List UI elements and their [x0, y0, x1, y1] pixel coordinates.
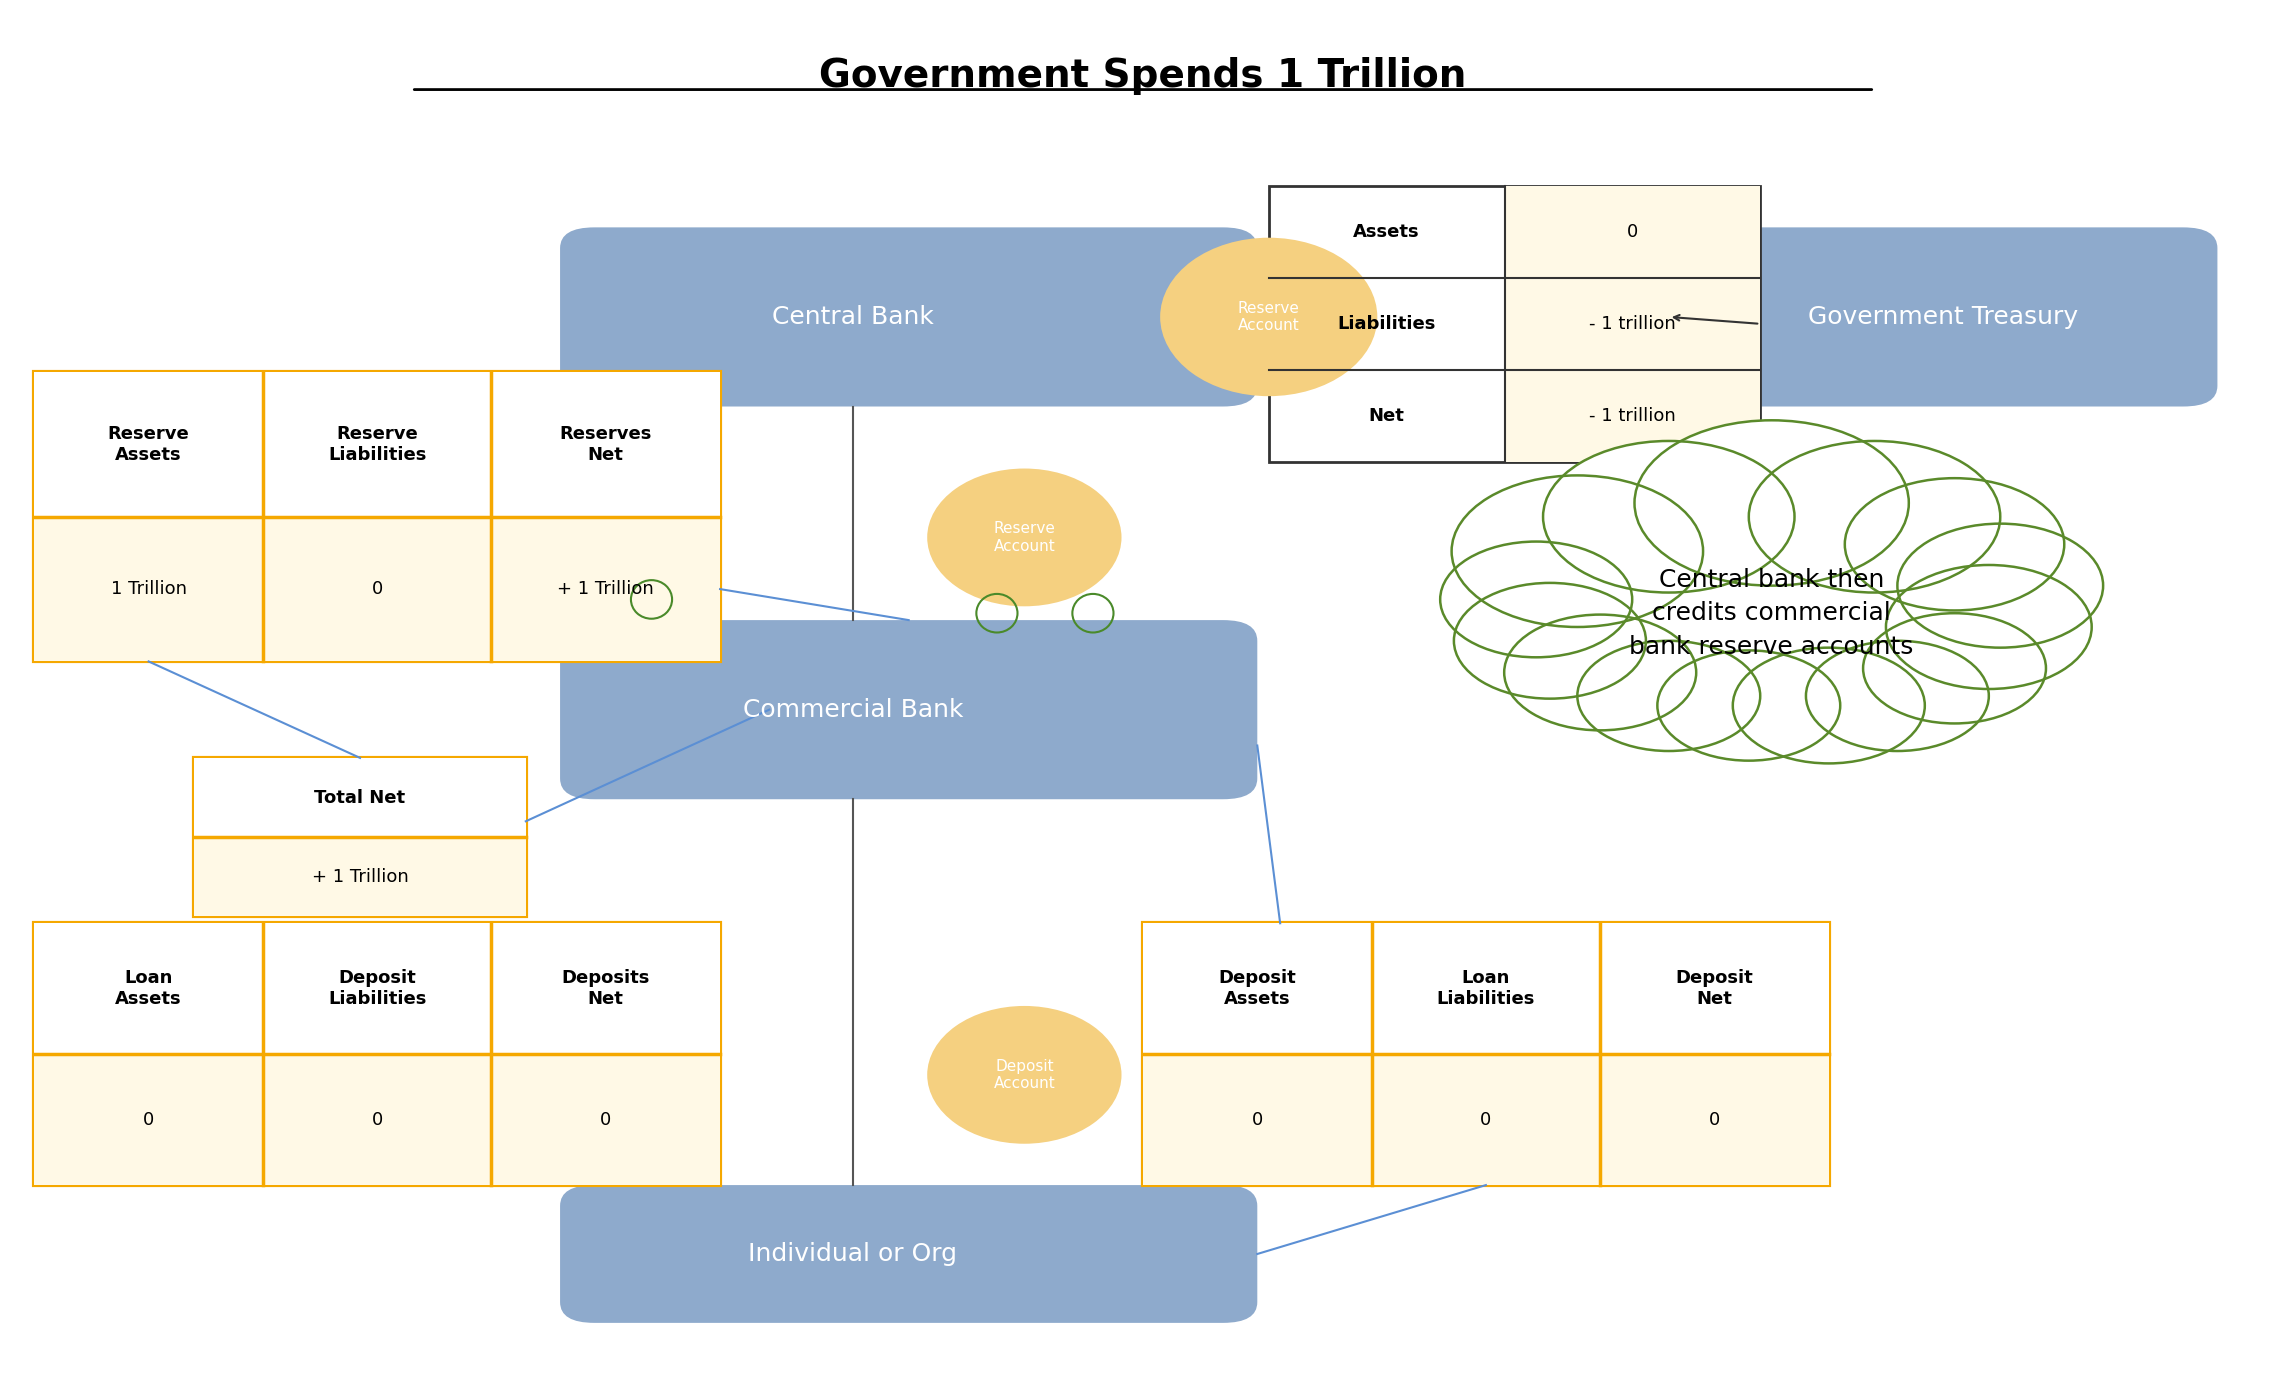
FancyBboxPatch shape [1143, 923, 1829, 1185]
FancyBboxPatch shape [194, 758, 526, 838]
Text: + 1 Trillion: + 1 Trillion [558, 580, 654, 598]
Text: Individual or Org: Individual or Org [748, 1242, 958, 1266]
Text: Reserve
Assets: Reserve Assets [107, 424, 190, 464]
Text: - 1 trillion: - 1 trillion [1589, 407, 1676, 424]
Circle shape [1897, 524, 2103, 648]
Circle shape [1657, 650, 1840, 761]
Text: 0: 0 [1628, 223, 1639, 241]
Circle shape [1504, 615, 1696, 730]
Circle shape [1845, 478, 2064, 610]
FancyBboxPatch shape [1269, 186, 1760, 462]
Circle shape [1733, 648, 1925, 763]
Text: Assets: Assets [1353, 223, 1420, 241]
Text: + 1 Trillion: + 1 Trillion [311, 868, 409, 886]
FancyBboxPatch shape [560, 1185, 1257, 1323]
Text: Reserve
Liabilities: Reserve Liabilities [327, 424, 427, 464]
Text: Government Treasury: Government Treasury [1808, 305, 2078, 329]
Text: Deposit
Net: Deposit Net [1676, 969, 1753, 1009]
Text: Central bank then
credits commercial
bank reserve accounts: Central bank then credits commercial ban… [1630, 568, 1913, 659]
Text: Loan
Assets: Loan Assets [114, 969, 183, 1009]
Text: Reserve
Account: Reserve Account [994, 521, 1056, 554]
Circle shape [1634, 420, 1909, 586]
Text: Deposit
Assets: Deposit Assets [1218, 969, 1296, 1009]
Text: 0: 0 [1481, 1111, 1490, 1129]
Text: 0: 0 [373, 580, 382, 598]
FancyBboxPatch shape [34, 923, 720, 1185]
Text: 1 Trillion: 1 Trillion [110, 580, 187, 598]
Circle shape [1886, 565, 2092, 689]
Circle shape [1863, 613, 2046, 723]
Circle shape [1806, 641, 1989, 751]
FancyBboxPatch shape [34, 372, 720, 661]
Text: Loan
Liabilities: Loan Liabilities [1436, 969, 1536, 1009]
Circle shape [1543, 441, 1795, 593]
Text: Deposits
Net: Deposits Net [562, 969, 649, 1009]
Ellipse shape [928, 1006, 1122, 1144]
Circle shape [1577, 641, 1760, 751]
FancyBboxPatch shape [560, 620, 1257, 799]
Ellipse shape [1159, 238, 1376, 397]
Circle shape [1440, 542, 1632, 657]
Text: Reserves
Net: Reserves Net [560, 424, 652, 464]
FancyBboxPatch shape [1669, 227, 2217, 407]
Text: 0: 0 [1710, 1111, 1719, 1129]
Text: Reserve
Account: Reserve Account [1237, 300, 1301, 333]
FancyBboxPatch shape [560, 227, 1257, 407]
Circle shape [1749, 441, 2000, 593]
Text: Net: Net [1369, 407, 1404, 424]
FancyBboxPatch shape [34, 923, 720, 1054]
Text: 0: 0 [1253, 1111, 1262, 1129]
Text: Deposit
Account: Deposit Account [994, 1058, 1056, 1091]
Ellipse shape [928, 469, 1122, 606]
Text: Deposit
Liabilities: Deposit Liabilities [327, 969, 427, 1009]
Text: Government Spends 1 Trillion: Government Spends 1 Trillion [818, 56, 1468, 95]
Text: Commercial Bank: Commercial Bank [743, 697, 962, 722]
FancyBboxPatch shape [194, 758, 526, 916]
FancyBboxPatch shape [34, 517, 720, 661]
Circle shape [1452, 475, 1703, 627]
Text: 0: 0 [373, 1111, 382, 1129]
Text: Liabilities: Liabilities [1337, 314, 1436, 333]
Text: Total Net: Total Net [315, 788, 405, 806]
FancyBboxPatch shape [1504, 186, 1760, 462]
FancyBboxPatch shape [34, 1054, 720, 1185]
Text: 0: 0 [144, 1111, 153, 1129]
FancyBboxPatch shape [1143, 1054, 1829, 1185]
FancyBboxPatch shape [194, 838, 526, 916]
FancyBboxPatch shape [34, 372, 720, 517]
Text: Central Bank: Central Bank [773, 305, 935, 329]
Text: 0: 0 [601, 1111, 610, 1129]
FancyBboxPatch shape [1143, 923, 1829, 1054]
Text: - 1 trillion: - 1 trillion [1589, 314, 1676, 333]
Circle shape [1454, 583, 1646, 699]
